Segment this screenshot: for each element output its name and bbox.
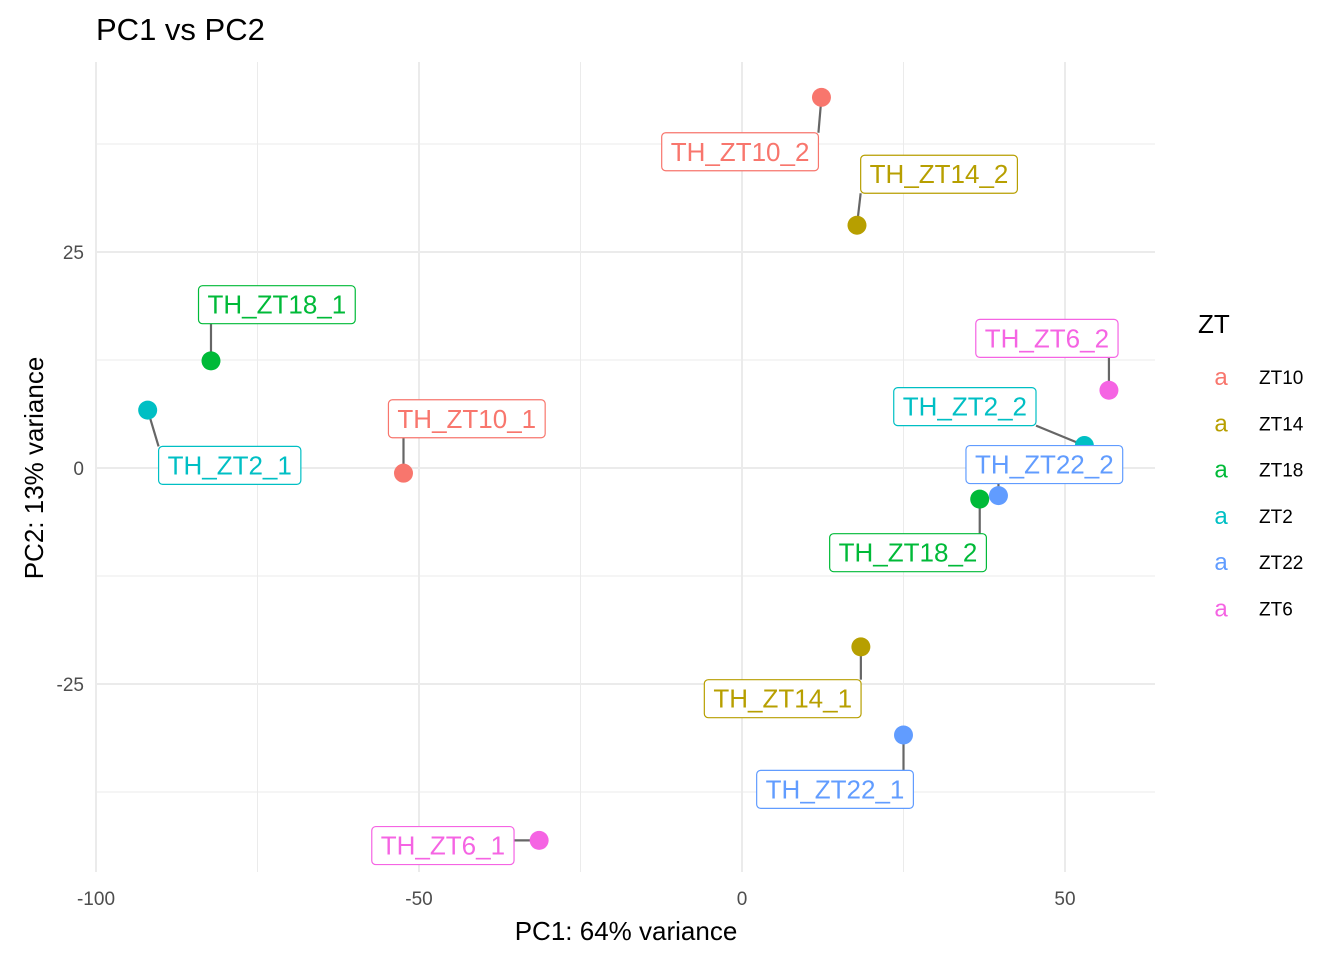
legend-label: ZT14 <box>1259 414 1304 435</box>
point-label-text: TH_ZT6_1 <box>381 831 505 861</box>
x-tick-label: -100 <box>77 889 115 910</box>
point-label-box <box>703 679 862 719</box>
point-label-box <box>965 444 1124 485</box>
legend-key: a <box>1214 364 1228 391</box>
x-axis-title: PC1: 64% variance <box>515 916 738 946</box>
data-point <box>201 351 221 371</box>
data-point <box>138 400 158 420</box>
data-point <box>1099 380 1119 400</box>
point-label: TH_ZT22_1 <box>756 769 914 810</box>
data-point <box>970 489 990 509</box>
point-label: TH_ZT6_2 <box>975 318 1119 358</box>
point-labels: TH_ZT10_2 TH_ZT14_2 TH_ZT18_1 TH_ZT2_1 TH_ZT… <box>157 132 1124 866</box>
point-label-text: TH_ZT18_2 <box>839 538 978 568</box>
legend-key: a <box>1214 457 1228 484</box>
data-point <box>811 87 831 107</box>
y-tick-label: 0 <box>73 459 84 480</box>
point-label: TH_ZT6_1 <box>371 825 515 866</box>
legend-key: a <box>1214 596 1228 623</box>
legend-label: ZT2 <box>1259 507 1293 528</box>
point-label-text: TH_ZT14_1 <box>713 684 852 714</box>
legend-key: a <box>1214 549 1228 576</box>
point-label-box <box>157 445 302 486</box>
legend-label: ZT10 <box>1259 368 1303 389</box>
minor-gridlines <box>96 62 1155 872</box>
point-label-text: TH_ZT10_2 <box>671 137 810 167</box>
point-label-box <box>829 533 987 573</box>
point-label: TH_ZT14_1 <box>703 679 862 719</box>
point-label: TH_ZT14_2 <box>860 154 1018 194</box>
legend-label: ZT6 <box>1259 600 1293 621</box>
point-label-text: TH_ZT6_2 <box>985 323 1109 353</box>
data-point <box>851 637 871 657</box>
point-label-box <box>197 285 356 325</box>
point-label: TH_ZT18_2 <box>829 533 987 573</box>
point-label-box <box>893 387 1037 427</box>
point-label: TH_ZT10_1 <box>387 399 546 439</box>
x-tick-label: 0 <box>737 889 748 910</box>
legend-key: a <box>1214 410 1228 437</box>
point-label: TH_ZT10_2 <box>661 132 820 172</box>
data-point <box>847 215 867 235</box>
point-label-box <box>371 825 515 866</box>
point-label-text: TH_ZT2_2 <box>903 392 1027 422</box>
legend-item: a ZT14 <box>1214 410 1303 437</box>
point-label-text: TH_ZT14_2 <box>870 159 1009 189</box>
point-label: TH_ZT18_1 <box>197 285 356 325</box>
point-label-text: TH_ZT18_1 <box>208 290 347 320</box>
point-label: TH_ZT2_1 <box>157 445 302 486</box>
y-tick-label: -25 <box>57 675 84 696</box>
y-tick-label: 25 <box>63 243 84 264</box>
data-point <box>393 463 413 483</box>
point-label: TH_ZT2_2 <box>893 387 1037 427</box>
y-axis-ticks: -25 0 25 <box>57 243 84 696</box>
y-axis-title: PC2: 13% variance <box>19 357 49 580</box>
legend-label: ZT22 <box>1259 553 1303 574</box>
point-label-text: TH_ZT10_1 <box>397 404 536 434</box>
legend-item: a ZT6 <box>1214 596 1292 623</box>
point-label: TH_ZT22_2 <box>965 444 1124 485</box>
legend-item: a ZT22 <box>1214 549 1303 576</box>
point-label-box <box>387 399 546 439</box>
point-label-box <box>860 154 1018 194</box>
legend-title: ZT <box>1198 309 1230 339</box>
point-label-text: TH_ZT22_2 <box>975 450 1114 480</box>
legend-item: a ZT18 <box>1214 457 1303 484</box>
point-label-box <box>975 318 1119 358</box>
point-label-text: TH_ZT2_1 <box>168 450 292 480</box>
legend-item: a ZT10 <box>1214 364 1303 391</box>
point-label-box <box>756 769 914 810</box>
x-tick-label: 50 <box>1054 889 1075 910</box>
legend-key: a <box>1214 503 1228 530</box>
data-point <box>529 830 549 850</box>
point-label-text: TH_ZT22_1 <box>766 774 905 804</box>
point-label-box <box>661 132 820 172</box>
data-point <box>988 486 1008 506</box>
data-point <box>894 725 913 745</box>
x-tick-label: -50 <box>405 889 432 910</box>
data-points <box>138 87 1119 850</box>
legend-label: ZT18 <box>1259 461 1303 482</box>
legend: ZT a ZT10 a ZT14 a ZT18 a ZT2 a ZT22 a ZT6 <box>1198 309 1304 623</box>
chart-title: PC1 vs PC2 <box>96 12 265 47</box>
x-axis-ticks: -100 -50 0 50 <box>77 889 1076 910</box>
legend-item: a ZT2 <box>1214 503 1292 530</box>
